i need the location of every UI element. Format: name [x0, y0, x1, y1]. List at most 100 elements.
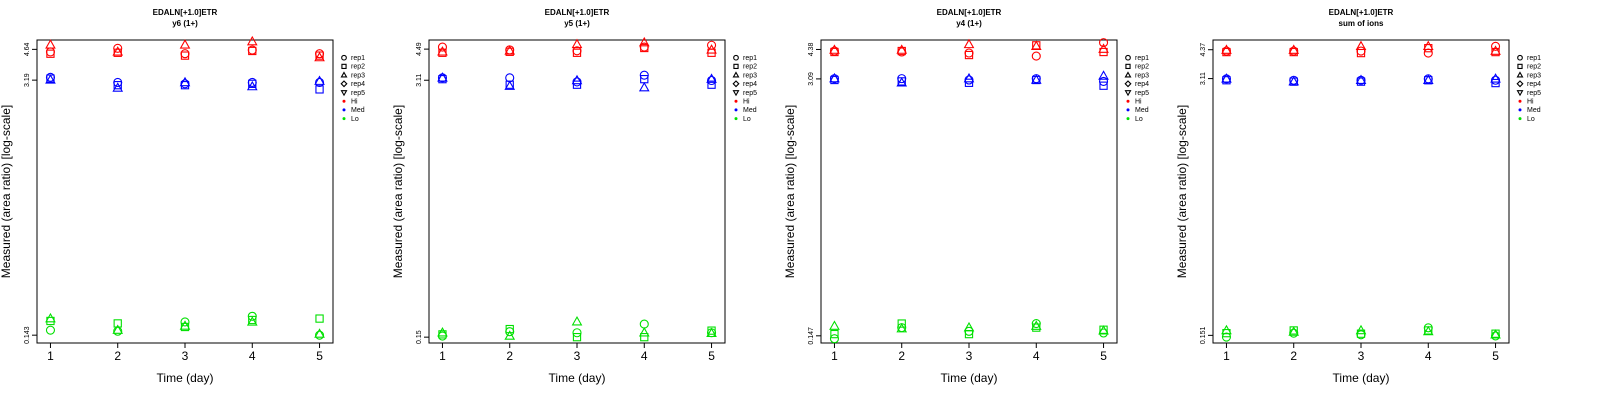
data-point-hi-rep3 — [1098, 43, 1109, 53]
data-point-lo-rep3 — [571, 315, 583, 326]
data-point-lo-rep3 — [1030, 320, 1042, 330]
data-point-med-rep2 — [113, 81, 122, 90]
data-point-med-rep3 — [1098, 70, 1109, 80]
data-point-med-rep3 — [571, 74, 583, 85]
y-axis-label: Measured (area ratio) [log-scale] — [783, 105, 797, 278]
legend-symbol-med — [1126, 108, 1130, 112]
data-point-lo-rep2 — [707, 326, 716, 335]
data-point-lo-rep1 — [572, 328, 582, 338]
chart-title: EDALN[+1.0]ETR — [937, 8, 1002, 17]
data-point-hi-rep1 — [180, 49, 190, 59]
data-point-hi-rep3 — [963, 38, 975, 49]
legend-label-med: Med — [1135, 107, 1149, 114]
data-point-hi-rep3 — [1355, 40, 1367, 51]
legend-symbol-med — [342, 108, 346, 112]
data-point-lo-rep3 — [246, 316, 258, 326]
data-point-hi-rep1 — [437, 42, 448, 52]
data-point-hi-rep2 — [572, 48, 582, 57]
x-tick-label: 2 — [1290, 349, 1297, 363]
data-point-med-rep3 — [1288, 75, 1300, 86]
data-point-lo-rep3 — [179, 320, 191, 330]
x-tick-label: 3 — [182, 349, 189, 363]
legend-label-rep2: rep2 — [1135, 64, 1149, 71]
legend-symbol-rep3 — [1516, 71, 1524, 78]
data-point-lo-rep1 — [639, 319, 649, 329]
y-tick-label: 4.49 — [416, 42, 423, 56]
data-point-med-rep3 — [504, 80, 516, 90]
chart-panel-3: EDALN[+1.0]ETR y4 (1+) 1 2 3 4 5 0.147 3.09 4.38 T… — [783, 8, 1149, 385]
legend-label-rep5: rep5 — [1135, 90, 1149, 97]
data-point-hi-rep3 — [571, 38, 583, 49]
y-tick-label: 0.143 — [24, 326, 31, 344]
y-tick-label: 4.38 — [808, 43, 815, 57]
data-point-med-rep3 — [112, 82, 124, 92]
data-point-hi-rep2 — [248, 46, 257, 56]
data-point-med-rep3 — [706, 73, 717, 83]
legend-label-hi: Hi — [1527, 99, 1534, 106]
legend-label-hi: Hi — [1135, 99, 1142, 106]
x-tick-label: 2 — [114, 349, 121, 363]
data-point-lo-rep2 — [640, 333, 649, 342]
chart-panel-4: EDALN[+1.0]ETR sum of ions 1 2 3 4 5 0.151 3.11 4… — [1175, 8, 1541, 385]
legend-label-rep1: rep1 — [351, 55, 365, 62]
legend-symbol-rep2 — [1125, 63, 1131, 70]
chart-subtitle: y6 (1+) — [172, 19, 198, 28]
legend-symbol-rep3 — [1124, 71, 1132, 78]
chart-subtitle: y5 (1+) — [564, 19, 590, 28]
legend-label-med: Med — [743, 107, 757, 114]
x-tick-label: 5 — [316, 349, 323, 363]
data-point-lo-rep3 — [1490, 329, 1501, 339]
data-point-hi-rep1 — [1423, 48, 1433, 58]
x-tick-label: 1 — [831, 349, 838, 363]
legend-label-rep2: rep2 — [1527, 64, 1541, 71]
data-point-med-rep3 — [896, 77, 908, 87]
legend-symbol-hi — [1126, 99, 1130, 103]
data-point-hi-rep3 — [829, 44, 840, 54]
chart-panel-1: EDALN[+1.0]ETR y6 (1+) 1 2 3 4 5 0.143 3.19 4.64 T… — [0, 8, 365, 385]
legend-label-rep3: rep3 — [1135, 72, 1149, 79]
data-point-med-rep2 — [1099, 81, 1108, 90]
data-point-med-rep3 — [246, 80, 258, 91]
legend-label-lo: Lo — [1527, 116, 1535, 123]
data-point-med-rep3 — [638, 81, 650, 92]
x-tick-label: 3 — [574, 349, 581, 363]
x-tick-label: 5 — [708, 349, 715, 363]
legend-label-rep5: rep5 — [351, 90, 365, 97]
legend-symbol-rep1 — [733, 54, 739, 61]
y-tick-label: 0.147 — [808, 327, 815, 345]
legend-label-rep4: rep4 — [1135, 81, 1149, 88]
data-point-lo-rep3 — [112, 324, 124, 334]
legend-label-hi: Hi — [351, 99, 358, 106]
legend-symbol-rep1 — [341, 54, 347, 61]
x-axis-label: Time (day) — [549, 371, 606, 385]
data-point-hi-rep3 — [112, 46, 124, 56]
data-point-hi-rep1 — [113, 43, 123, 53]
data-point-med-rep3 — [1355, 74, 1367, 84]
data-point-hi-rep1 — [45, 47, 56, 57]
data-point-lo-rep3 — [1288, 326, 1300, 336]
data-point-hi-rep1 — [1098, 38, 1109, 48]
legend-symbol-hi — [1518, 99, 1522, 103]
data-point-med-rep3 — [437, 72, 448, 82]
legend-label-rep3: rep3 — [351, 72, 365, 79]
y-tick-label: 3.19 — [24, 73, 31, 87]
legend-symbol-med — [1518, 108, 1522, 112]
x-tick-label: 3 — [966, 349, 973, 363]
legend-symbol-rep5 — [1124, 90, 1132, 97]
data-point-hi-rep3 — [706, 44, 717, 54]
x-tick-label: 5 — [1100, 349, 1107, 363]
data-point-hi-rep3 — [246, 35, 258, 46]
data-point-lo-rep1 — [314, 330, 325, 340]
data-point-hi-rep3 — [179, 39, 191, 49]
legend-symbol-med — [734, 108, 738, 112]
data-point-hi-rep3 — [314, 51, 325, 62]
legend-label-lo: Lo — [743, 116, 751, 123]
data-point-hi-rep1 — [1356, 46, 1366, 56]
x-tick-label: 2 — [898, 349, 905, 363]
data-point-med-rep3 — [1490, 73, 1501, 83]
data-point-hi-rep1 — [1031, 51, 1041, 61]
data-point-hi-rep3 — [896, 44, 908, 54]
